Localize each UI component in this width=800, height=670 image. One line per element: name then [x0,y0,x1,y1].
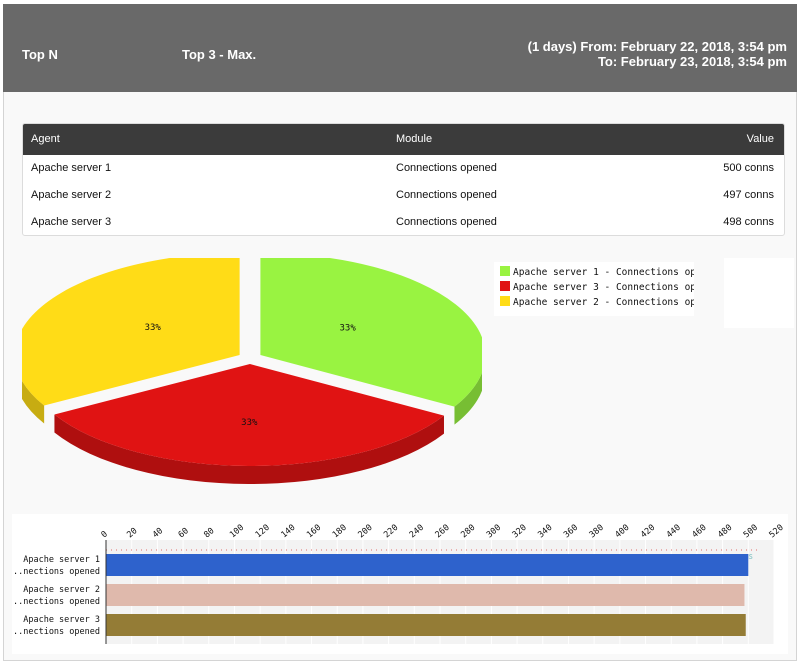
pie-legend: Apache server 1 - Connections oper Apach… [494,262,694,316]
x-tick-label: 200 [356,523,374,541]
x-tick-label: 500 [742,523,760,541]
y-tick-label: Apache server 3 [23,615,100,625]
table-row: Apache server 1 Connections opened 500 c… [23,155,784,182]
legend-swatch [500,266,510,276]
cell-module: Connections opened [396,216,497,228]
x-tick-label: 520 [768,523,786,541]
cell-module: Connections opened [396,162,497,174]
top-n-table: Agent Module Value Apache server 1 Conne… [22,123,785,236]
x-tick-label: 0 [100,529,110,540]
pie-slice [14,252,240,406]
x-tick-label: 20 [125,526,139,540]
x-tick-label: 80 [202,526,216,540]
x-tick-label: 360 [562,523,580,541]
x-tick-label: 100 [228,523,246,541]
pie-slice-label: 33% [145,323,162,333]
x-tick-label: 180 [331,523,349,541]
x-tick-label: 160 [305,523,323,541]
pie-slice-label: 33% [241,418,258,428]
x-tick-label: 260 [434,523,452,541]
pie-slice-side [454,355,486,425]
bar-chart: 0 20 40 60 80 100 120 140 160 180 200 220 240 260 280 3… [8,514,788,654]
x-tick-label: 320 [511,523,529,541]
report-subtitle: Top 3 - Max. [182,47,257,62]
table-header: Agent Module Value [23,124,784,155]
legend-item: Apache server 1 - Connections oper [500,266,694,278]
cell-agent: Apache server 2 [31,189,112,201]
x-tick-label: 400 [613,523,631,541]
x-tick-label: 380 [588,523,606,541]
legend-panel [724,258,794,328]
x-tick-label: 60 [177,526,191,540]
x-tick-label: 140 [279,523,297,541]
pie-slice-side [54,414,444,484]
pie-chart-svg: 33% 33% 33% [14,252,486,484]
y-tick-sublabel: ...nections opened [12,597,100,607]
legend-label: Apache server 3 - Connections oper [513,282,694,293]
column-header-value: Value [746,133,774,145]
y-tick-label: Apache server 1 [23,555,100,565]
x-tick-label: 440 [665,523,683,541]
x-tick-label: 240 [408,523,426,541]
table-row: Apache server 2 Connections opened 497 c… [23,182,784,209]
y-tick-sublabel: ...nections opened [12,567,100,577]
y-tick-sublabel: ...nections opened [12,627,100,637]
cell-agent: Apache server 3 [31,216,112,228]
cell-value: 497 conns [723,189,774,201]
report-type: Top N [22,47,58,62]
legend-swatch [500,281,510,291]
legend-swatch [500,296,510,306]
legend-item: Apache server 2 - Connections oper [500,296,694,308]
pie-slice [54,363,444,466]
x-tick-label: 340 [536,523,554,541]
x-tick-label: 300 [485,523,503,541]
bar [106,584,745,606]
x-tick-label: 480 [716,523,734,541]
x-tick-label: 220 [382,523,400,541]
pie-slice [260,253,486,407]
pie-chart: 33% 33% 33% [14,252,486,490]
date-range: (1 days) From: February 22, 2018, 3:54 p… [528,39,787,69]
pie-slice-side [14,354,45,424]
x-tick-label: 420 [639,523,657,541]
cell-value: 498 conns [723,216,774,228]
legend-label: Apache server 2 - Connections oper [513,297,694,308]
date-range-from: (1 days) From: February 22, 2018, 3:54 p… [527,39,787,54]
cell-agent: Apache server 1 [31,162,112,174]
x-tick-label: 460 [690,523,708,541]
x-tick-label: 120 [254,523,272,541]
bar-chart-svg: 0 20 40 60 80 100 120 140 160 180 200 220 240 260 280 3… [8,523,786,644]
bar [106,554,749,576]
cell-module: Connections opened [396,189,497,201]
bar [106,614,746,636]
date-range-to: To: February 23, 2018, 3:54 pm [597,54,787,69]
cell-value: 500 conns [723,162,774,174]
report-header: Top N Top 3 - Max. (1 days) From: Februa… [3,4,797,92]
column-header-agent: Agent [31,133,60,145]
x-tick-label: 40 [151,526,165,540]
x-tick-label: 280 [459,523,477,541]
table-row: Apache server 3 Connections opened 498 c… [23,209,784,235]
pie-slice-label: 33% [339,324,356,334]
legend-item: Apache server 3 - Connections oper [500,281,694,293]
legend-label: Apache server 1 - Connections oper [513,267,694,278]
y-tick-label: Apache server 2 [23,585,100,595]
column-header-module: Module [396,133,433,145]
